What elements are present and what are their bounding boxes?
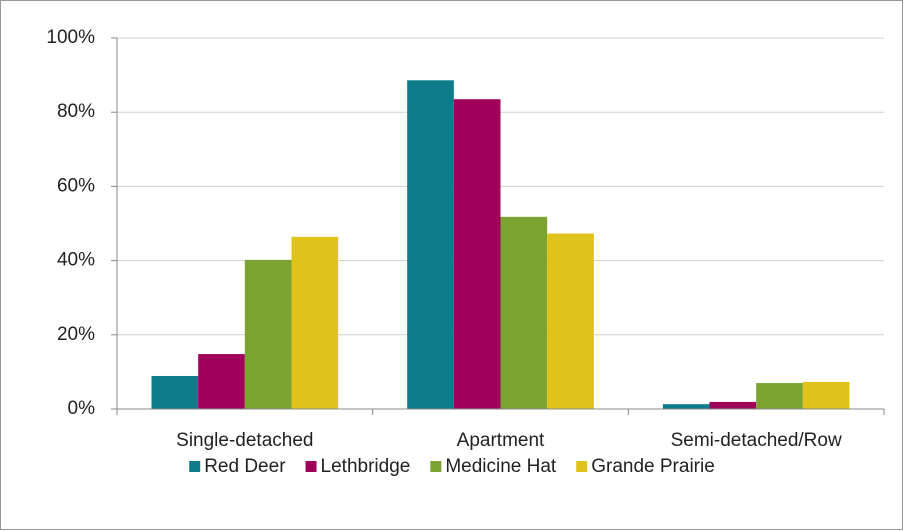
bar <box>802 381 850 409</box>
legend-swatch <box>576 461 588 472</box>
bar <box>198 354 245 409</box>
legend-label: Red Deer <box>204 456 286 477</box>
y-tick-label: 20% <box>57 324 95 345</box>
legend-swatch <box>305 461 317 472</box>
x-tick-label: Apartment <box>457 430 545 451</box>
legend-swatch <box>430 461 442 472</box>
bar <box>662 404 710 409</box>
bar <box>291 236 339 409</box>
legend-label: Medicine Hat <box>445 456 557 477</box>
bar <box>500 216 548 409</box>
x-tick-label: Single-detached <box>176 430 313 451</box>
bar <box>151 375 199 409</box>
bar <box>244 259 292 409</box>
y-tick-label: 40% <box>57 250 95 271</box>
bar <box>756 383 803 409</box>
x-tick-label: Semi-detached/Row <box>671 430 842 451</box>
legend-swatch <box>189 461 201 472</box>
bar <box>453 99 501 409</box>
y-tick-label: 0% <box>68 398 96 419</box>
bar <box>407 80 454 409</box>
y-tick-label: 80% <box>57 101 95 122</box>
bar <box>547 233 594 409</box>
legend-label: Grande Prairie <box>591 456 715 477</box>
legend-label: Lethbridge <box>321 456 411 477</box>
bar <box>709 401 757 409</box>
y-tick-label: 60% <box>57 175 95 196</box>
y-tick-label: 100% <box>46 27 95 48</box>
